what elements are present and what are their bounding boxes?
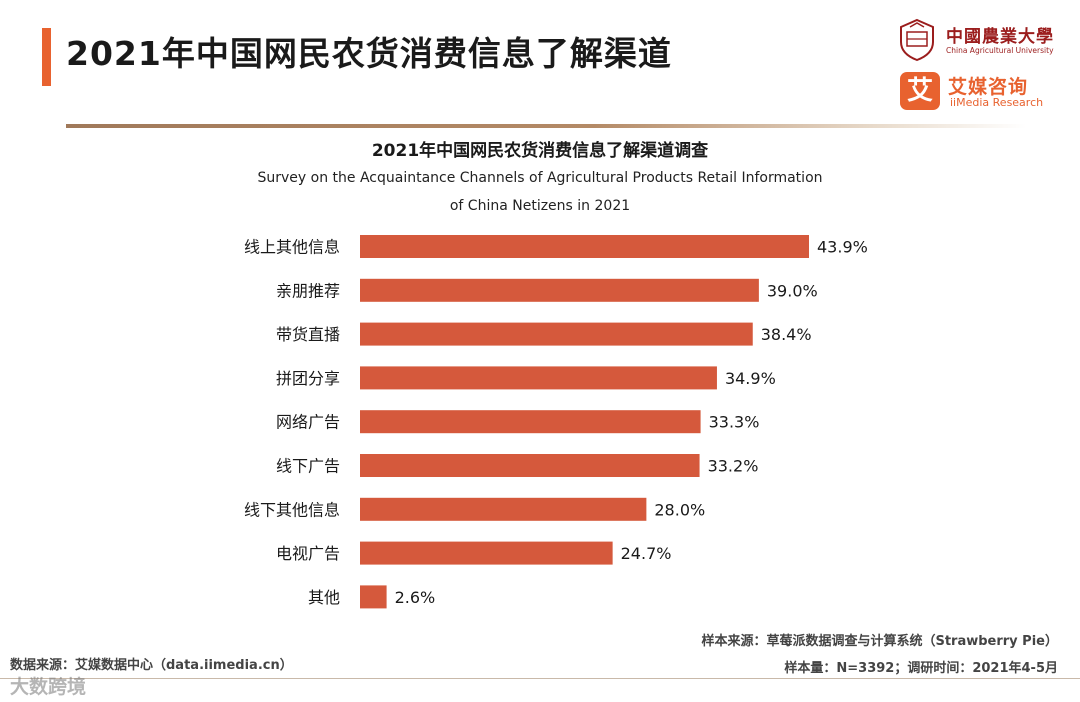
category-label: 拼团分享 bbox=[276, 369, 340, 388]
category-label: 亲朋推荐 bbox=[276, 281, 340, 300]
iimedia-name-en: iiMedia Research bbox=[950, 96, 1044, 109]
chart-subtitle-line1: Survey on the Acquaintance Channels of A… bbox=[257, 170, 823, 186]
bar bbox=[360, 322, 753, 346]
sample-size: 样本量：N=3392；调研时间：2021年4-5月 bbox=[784, 661, 1058, 676]
value-label: 39.0% bbox=[767, 281, 818, 300]
category-label: 线下广告 bbox=[276, 457, 340, 476]
title-accent-bar bbox=[42, 28, 51, 86]
bar bbox=[360, 366, 717, 390]
bar bbox=[360, 497, 647, 521]
value-label: 28.0% bbox=[654, 500, 705, 519]
bar bbox=[360, 541, 613, 565]
category-label: 带货直播 bbox=[276, 325, 340, 344]
chart-subtitle-line2: of China Netizens in 2021 bbox=[449, 198, 631, 214]
value-label: 33.3% bbox=[709, 413, 760, 432]
sample-source: 样本来源：草莓派数据调查与计算系统（Strawberry Pie） bbox=[701, 634, 1058, 649]
value-label: 34.9% bbox=[725, 369, 776, 388]
watermark: 大数跨境 bbox=[10, 676, 87, 698]
bar bbox=[360, 454, 700, 477]
value-label: 38.4% bbox=[761, 325, 812, 344]
category-label: 线上其他信息 bbox=[244, 238, 340, 257]
chart-title: 2021年中国网民农货消费信息了解渠道调查 bbox=[371, 141, 709, 161]
bar bbox=[360, 410, 701, 434]
value-label: 24.7% bbox=[621, 544, 672, 563]
iimedia-logo: 艾 艾媒咨询 iiMedia Research bbox=[900, 70, 1060, 112]
page-title: 2021年中国网民农货消费信息了解渠道 bbox=[66, 34, 672, 73]
value-label: 2.6% bbox=[395, 588, 436, 607]
category-label: 网络广告 bbox=[276, 413, 340, 432]
bar bbox=[360, 235, 809, 258]
iimedia-name-cn: 艾媒咨询 bbox=[948, 76, 1029, 98]
cau-seal-icon bbox=[900, 18, 934, 62]
category-label: 线下其他信息 bbox=[244, 500, 340, 519]
bar bbox=[360, 278, 759, 302]
bar bbox=[360, 585, 387, 609]
category-label: 电视广告 bbox=[276, 544, 340, 563]
data-source: 数据来源：艾媒数据中心（data.iimedia.cn） bbox=[10, 658, 293, 673]
cau-name-en: China Agricultural University bbox=[946, 46, 1054, 55]
footer-divider bbox=[0, 678, 1080, 679]
cau-logo: 中國農業大學 China Agricultural University bbox=[898, 18, 1058, 64]
header-divider bbox=[66, 124, 1026, 128]
category-label: 其他 bbox=[308, 588, 340, 607]
value-label: 33.2% bbox=[708, 457, 759, 476]
iimedia-logo-icon: 艾 bbox=[900, 72, 940, 110]
value-label: 43.9% bbox=[817, 238, 868, 257]
cau-name-cn: 中國農業大學 bbox=[946, 27, 1054, 47]
